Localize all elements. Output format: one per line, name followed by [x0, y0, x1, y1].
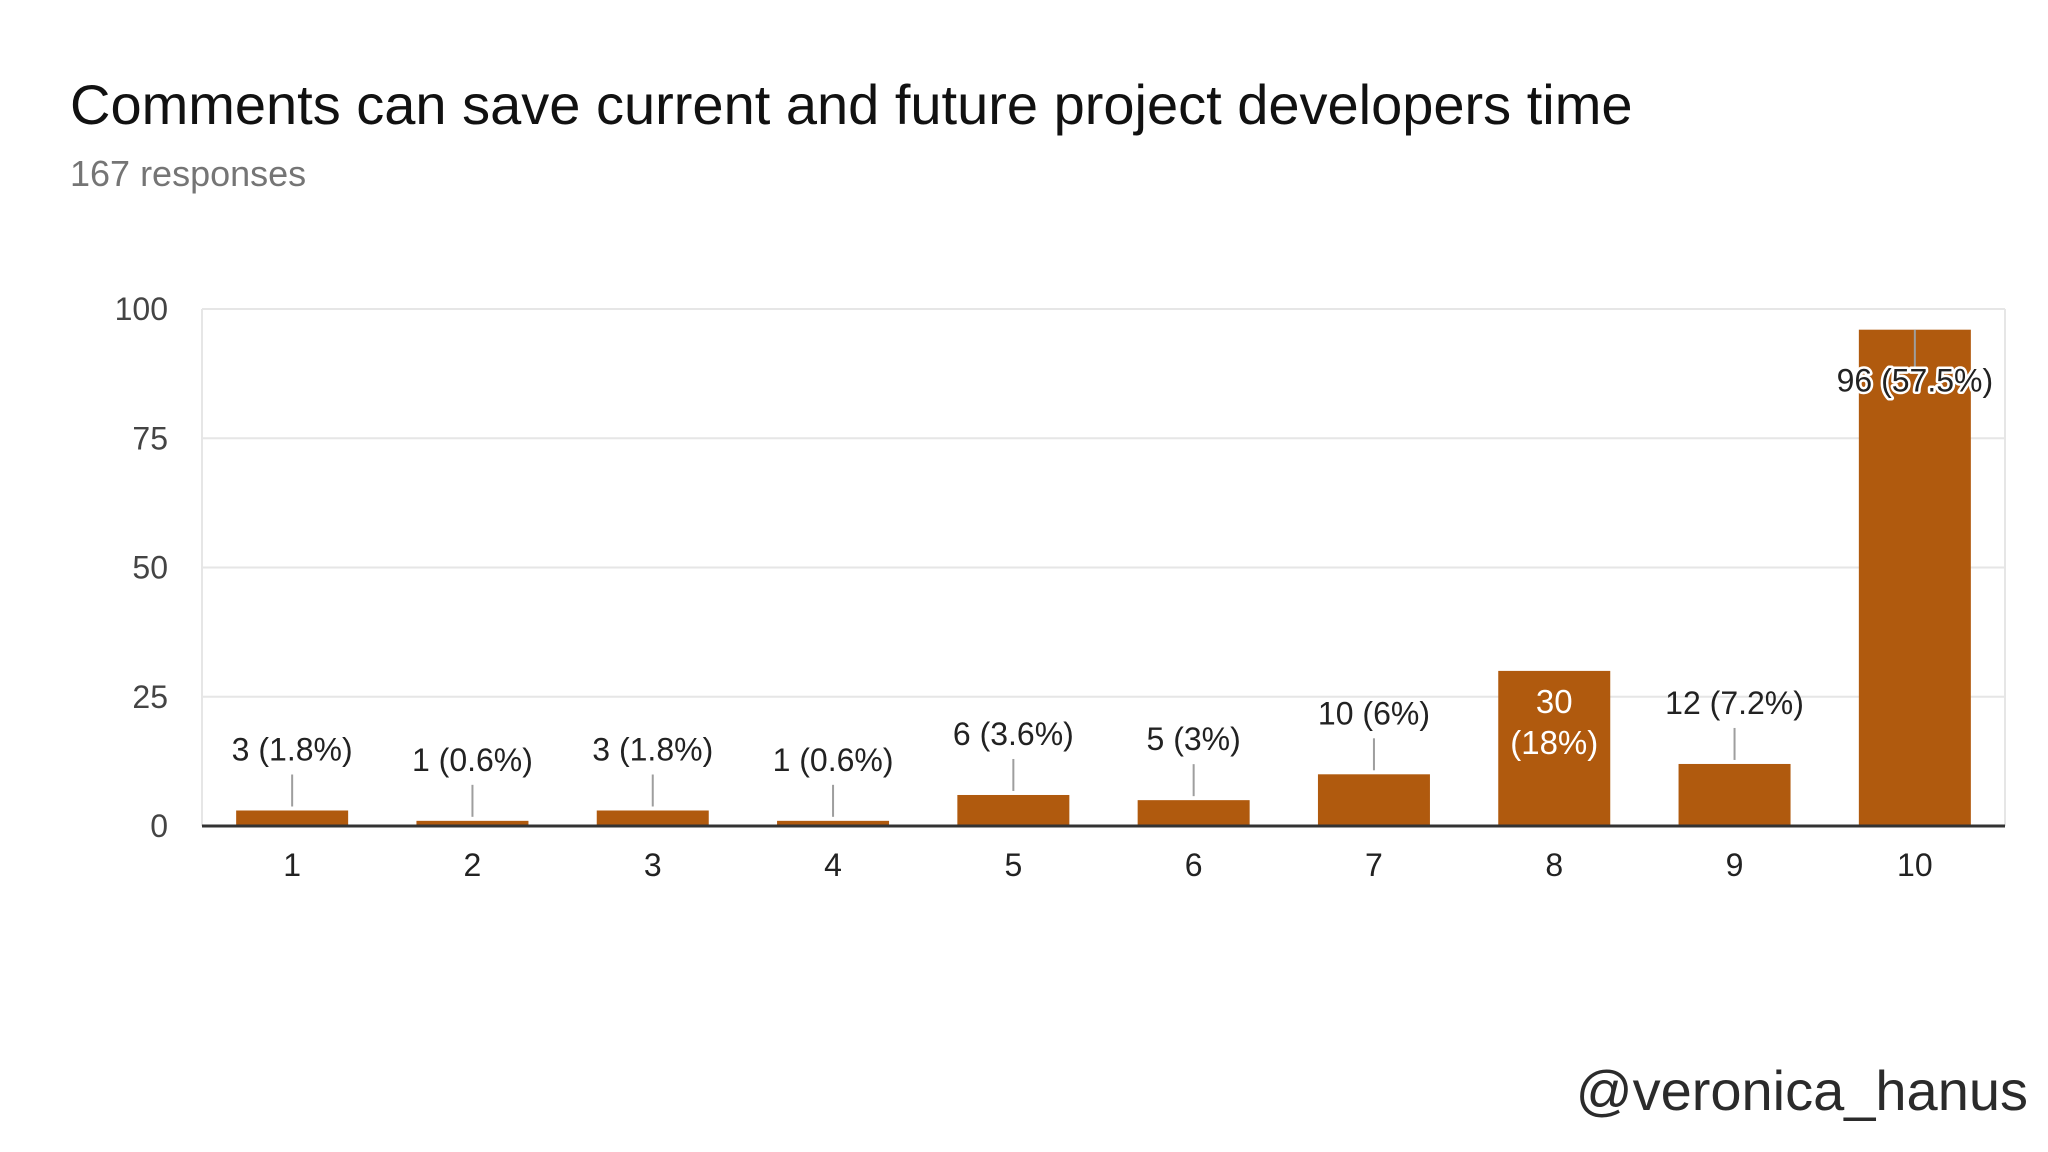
response-count: 167 responses — [70, 153, 307, 194]
y-axis-ticks: 0 25 50 75 100 — [115, 291, 168, 844]
x-tick-label-3: 3 — [644, 847, 662, 883]
data-label-9: 12 (7.2%) — [1665, 685, 1804, 721]
grid-lines — [201, 308, 2006, 826]
label-leaders — [291, 329, 1916, 817]
bar-9 — [1678, 763, 1791, 826]
x-tick-label-7: 7 — [1365, 847, 1383, 883]
y-tick-label-25: 25 — [132, 679, 168, 715]
watermark-handle: @veronica_hanus — [1575, 1059, 2028, 1122]
x-tick-label-5: 5 — [1004, 847, 1022, 883]
y-tick-label-50: 50 — [132, 550, 168, 586]
x-tick-label-1: 1 — [283, 847, 301, 883]
x-tick-label-10: 10 — [1897, 847, 1933, 883]
bar-4 — [777, 820, 890, 826]
data-label-5: 6 (3.6%) — [953, 716, 1074, 752]
x-tick-label-6: 6 — [1185, 847, 1203, 883]
data-labels: 3 (1.8%) 1 (0.6%) 3 (1.8%) 1 (0.6%) 6 (3.6%)… — [232, 360, 1996, 778]
chart-title: Comments can save current and future pro… — [70, 73, 1633, 136]
bar-5 — [957, 794, 1070, 826]
bar-10 — [1858, 329, 1971, 826]
data-label-4: 1 (0.6%) — [773, 742, 894, 778]
x-tick-label-8: 8 — [1545, 847, 1563, 883]
x-tick-label-9: 9 — [1726, 847, 1744, 883]
y-tick-label-75: 75 — [132, 420, 168, 456]
bar-7 — [1317, 774, 1430, 826]
data-label-10: 96 (57.5%) — [1837, 363, 1994, 399]
data-label-2: 1 (0.6%) — [412, 742, 533, 778]
x-axis-ticks: 1 2 3 4 5 6 7 8 9 10 — [283, 847, 1932, 883]
bars — [236, 329, 1971, 826]
data-label-6: 5 (3%) — [1147, 721, 1241, 757]
bar-2 — [416, 820, 529, 826]
data-label-7: 10 (6%) — [1318, 695, 1430, 731]
x-tick-label-2: 2 — [464, 847, 482, 883]
bar-8 — [1498, 670, 1611, 826]
data-label-8: 30 (18%) — [1510, 683, 1598, 761]
data-label-1: 3 (1.8%) — [232, 731, 353, 767]
bar-6 — [1137, 800, 1250, 826]
y-tick-label-0: 0 — [150, 808, 168, 844]
data-label-3: 3 (1.8%) — [592, 731, 713, 767]
y-tick-label-100: 100 — [115, 291, 168, 327]
bar-3 — [596, 810, 709, 826]
bar-1 — [236, 810, 349, 826]
x-tick-label-4: 4 — [824, 847, 842, 883]
